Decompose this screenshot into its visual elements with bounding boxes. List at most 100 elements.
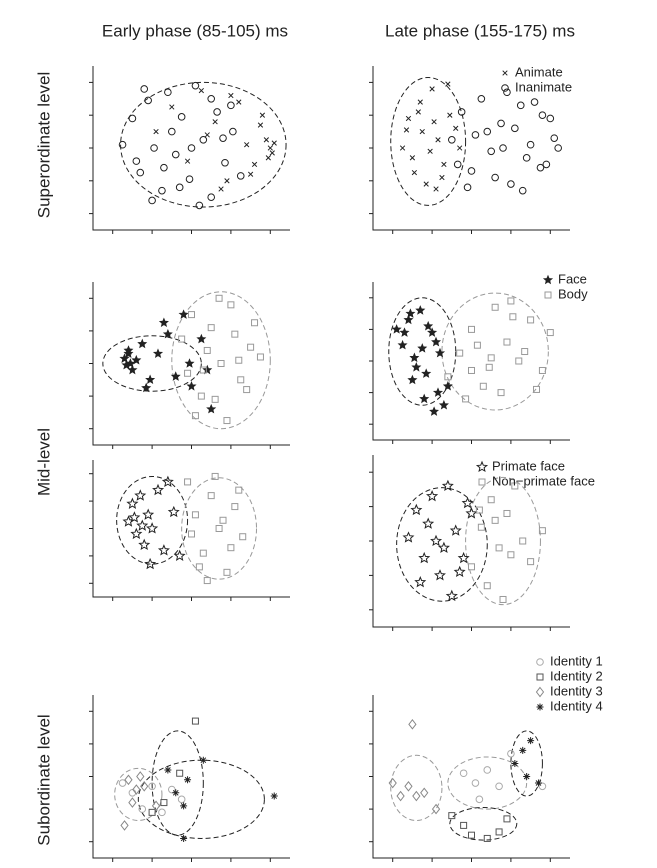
point <box>495 782 503 791</box>
point <box>202 364 213 375</box>
point <box>184 478 192 486</box>
point <box>211 395 219 403</box>
point <box>180 802 188 810</box>
point <box>527 316 535 324</box>
point <box>405 115 412 122</box>
point <box>399 327 410 337</box>
point <box>519 537 527 545</box>
point <box>177 795 186 804</box>
point <box>144 557 157 570</box>
cluster-ellipse <box>447 756 528 810</box>
point <box>204 132 210 138</box>
point <box>158 186 166 195</box>
legend-label: Identity 1 <box>550 653 603 668</box>
point <box>118 779 127 787</box>
point <box>442 381 453 391</box>
point <box>491 173 499 182</box>
legend-label: Non−primate face <box>492 473 595 488</box>
axes <box>372 282 570 441</box>
point <box>457 551 470 564</box>
point <box>251 161 258 168</box>
point <box>128 789 137 797</box>
point <box>251 319 259 327</box>
cluster-ellipse <box>171 291 271 430</box>
point <box>271 140 277 146</box>
point <box>507 551 515 559</box>
point <box>445 589 458 602</box>
point <box>499 595 507 603</box>
cluster-ellipse <box>449 806 518 841</box>
point <box>460 821 468 829</box>
point <box>415 109 421 115</box>
point <box>468 325 475 333</box>
point <box>196 333 207 344</box>
point <box>468 563 475 571</box>
point <box>177 113 186 121</box>
point <box>433 569 446 581</box>
point <box>516 101 525 110</box>
point <box>536 163 545 172</box>
point <box>432 387 444 397</box>
point <box>403 314 414 325</box>
point <box>503 815 511 823</box>
point <box>125 358 136 368</box>
point <box>239 533 247 541</box>
point <box>221 158 229 167</box>
point <box>447 112 453 118</box>
point <box>148 782 156 791</box>
point <box>435 137 441 143</box>
axes <box>372 695 570 859</box>
point <box>479 382 487 390</box>
legend-label: Identity 3 <box>550 683 603 698</box>
point <box>211 472 219 480</box>
point <box>391 324 402 334</box>
point <box>471 131 480 139</box>
point <box>483 834 491 842</box>
axes <box>92 695 290 859</box>
point <box>257 122 264 128</box>
point <box>420 787 429 799</box>
point <box>503 338 511 346</box>
point <box>444 373 452 381</box>
point <box>126 497 139 509</box>
point <box>180 834 188 842</box>
point <box>132 157 141 165</box>
point <box>437 541 450 553</box>
point <box>167 505 180 518</box>
point <box>487 496 495 504</box>
point <box>197 392 205 400</box>
point <box>554 144 562 152</box>
point <box>269 150 275 156</box>
point <box>124 774 133 786</box>
legend-label: Inanimate <box>515 79 572 94</box>
cluster-ellipse <box>510 730 543 797</box>
legend-label: Animate <box>515 64 563 79</box>
point <box>207 324 215 332</box>
point <box>224 178 230 184</box>
point <box>491 516 499 524</box>
point <box>236 99 242 105</box>
point <box>213 108 221 116</box>
point <box>128 114 137 123</box>
point <box>453 160 462 169</box>
point <box>188 311 195 319</box>
point <box>503 88 511 97</box>
point <box>128 511 141 523</box>
point <box>170 371 181 381</box>
cluster-ellipse <box>151 730 204 836</box>
point <box>199 756 207 764</box>
legend-marker <box>478 478 486 486</box>
point <box>128 797 137 808</box>
point <box>409 155 416 161</box>
point <box>527 558 535 566</box>
point <box>448 812 456 820</box>
point <box>511 482 519 490</box>
point <box>223 568 231 576</box>
legend-label: Identity 2 <box>550 668 603 683</box>
point <box>483 127 492 136</box>
point <box>199 366 207 374</box>
point <box>518 186 527 195</box>
point <box>142 508 155 520</box>
legend-marker <box>536 703 544 711</box>
